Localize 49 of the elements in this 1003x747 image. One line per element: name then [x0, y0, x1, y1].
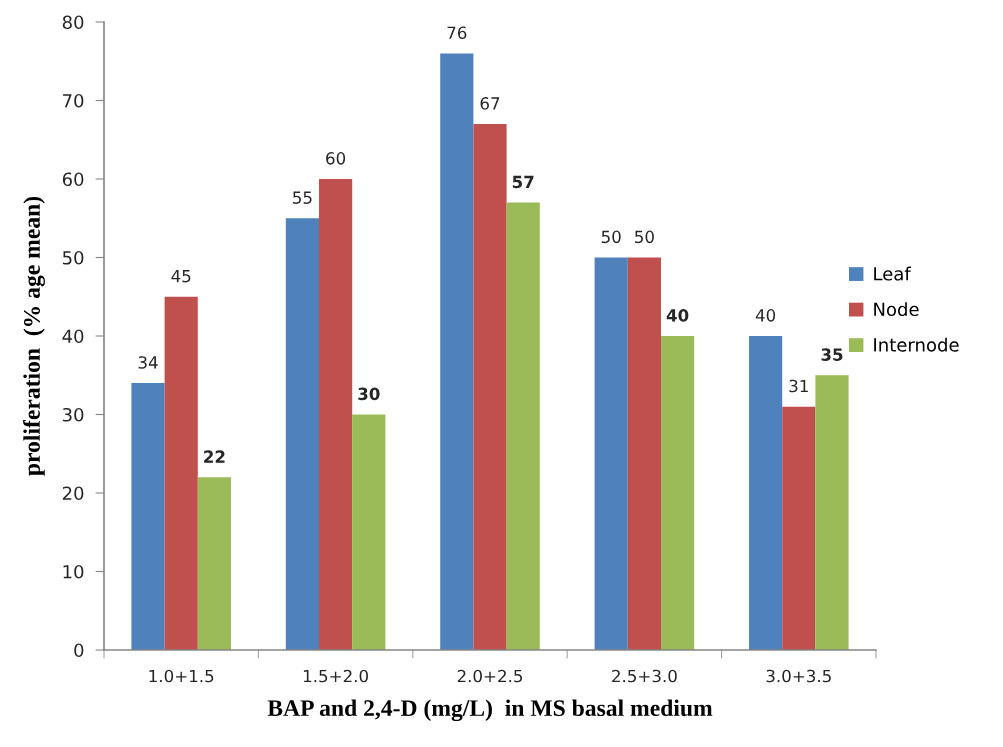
bar [131, 383, 165, 650]
x-tick-label: 1.5+2.0 [303, 669, 368, 683]
x-tick-label: 3.0+3.5 [766, 669, 831, 683]
bar [319, 179, 353, 650]
y-tick-label: 50 [62, 250, 84, 265]
bar [594, 257, 628, 650]
y-axis-title: proliferation (% age mean) [23, 196, 45, 476]
x-tick-label: 1.0+1.5 [149, 669, 214, 683]
data-label: 50 [601, 230, 621, 244]
y-tick-label: 20 [62, 486, 84, 501]
y-tick-label: 0 [74, 643, 84, 658]
data-label: 31 [789, 379, 808, 393]
bar [352, 414, 386, 650]
x-tick-label: 2.5+3.0 [612, 669, 677, 683]
bar [815, 375, 849, 650]
data-label: 22 [204, 450, 225, 463]
data-label: 67 [480, 97, 500, 110]
bar [285, 218, 319, 650]
bar [506, 202, 540, 650]
bar [627, 257, 661, 650]
y-tick-label: 40 [62, 329, 84, 344]
bar [749, 336, 783, 650]
bar [440, 53, 474, 650]
data-label: 76 [447, 26, 467, 40]
bar [164, 296, 198, 650]
legend-label: Node [874, 302, 919, 317]
data-label: 45 [171, 270, 191, 283]
data-label: 50 [635, 230, 654, 244]
data-label: 35 [821, 348, 843, 361]
data-label: 60 [326, 152, 346, 165]
bar [473, 124, 507, 650]
y-tick-label: 30 [62, 407, 84, 422]
legend-label: Internode [874, 337, 959, 352]
data-label: 57 [512, 175, 534, 189]
data-label: 40 [755, 309, 776, 322]
x-tick-label: 2.0+2.5 [457, 669, 523, 683]
y-tick-label: 10 [63, 564, 84, 579]
data-label: 30 [358, 387, 380, 401]
legend-label: Leaf [874, 266, 912, 281]
x-axis-title: BAP and 2,4-D (mg/L) in MS basal medium [267, 699, 713, 722]
bar [782, 406, 816, 650]
data-label: 55 [293, 191, 312, 204]
y-tick-label: 60 [62, 172, 84, 187]
y-tick-label: 80 [62, 15, 84, 30]
bar [661, 336, 695, 650]
bar [197, 477, 231, 650]
data-label: 40 [666, 309, 689, 322]
y-tick-label: 70 [63, 93, 84, 108]
data-label: 34 [138, 356, 158, 369]
